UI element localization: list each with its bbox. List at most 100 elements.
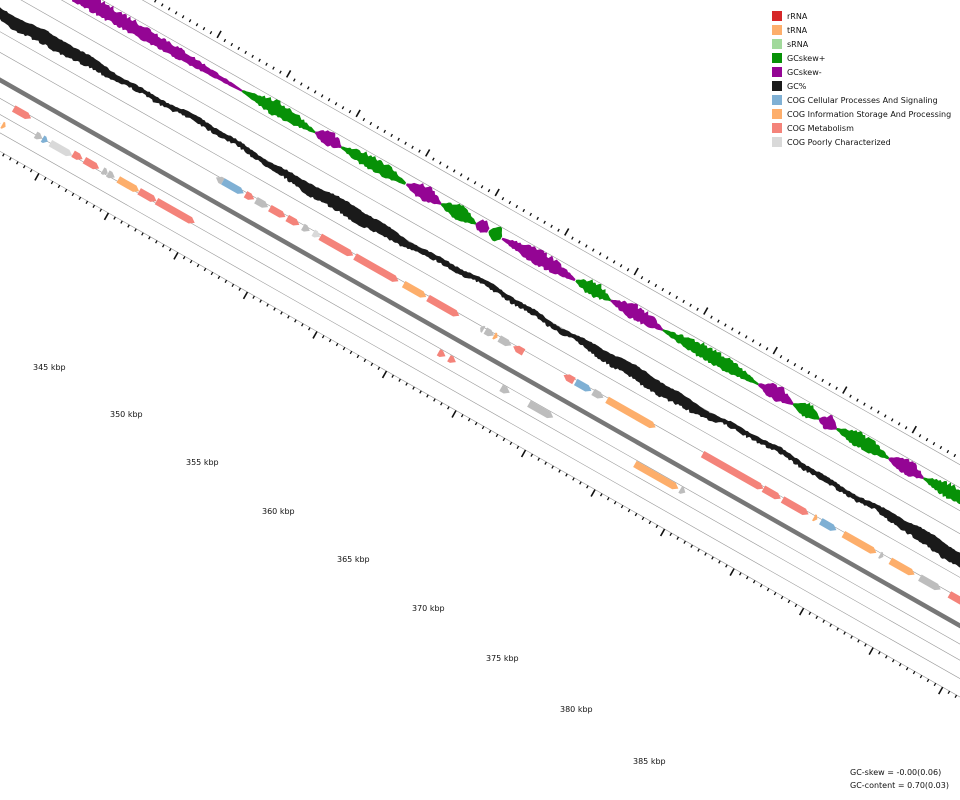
gc-skew-segment <box>475 219 490 233</box>
outer-tick <box>398 378 401 382</box>
outer-tick <box>447 406 450 410</box>
scale-tick <box>362 117 366 122</box>
scale-tick <box>313 90 317 94</box>
scale-tick <box>668 291 672 296</box>
outer-tick <box>196 263 200 268</box>
scale-tick <box>647 279 651 284</box>
outer-tick <box>370 362 374 367</box>
scale-tick <box>842 386 848 394</box>
outer-tick <box>134 228 137 232</box>
scale-tick <box>946 449 950 454</box>
gc-skew-segment <box>888 457 924 480</box>
scale-tick <box>230 42 234 47</box>
outer-tick <box>287 315 290 319</box>
gene-arrow <box>0 121 6 129</box>
outer-tick <box>926 678 930 683</box>
outer-tick <box>938 686 944 695</box>
outer-tick <box>815 615 819 619</box>
outer-tick <box>488 429 492 434</box>
scale-tick <box>786 358 790 363</box>
gene-arrow <box>812 514 818 522</box>
outer-tick <box>294 319 297 323</box>
outer-tick <box>725 564 728 568</box>
outer-tick <box>50 180 54 185</box>
gene-arrow <box>700 450 764 490</box>
scale-tick <box>390 133 393 137</box>
legend: rRNA tRNA sRNA GCskew+ GCskew- GC% COG C… <box>772 9 951 149</box>
gene-arrow <box>633 460 679 490</box>
gene-arrow <box>40 135 48 143</box>
scale-tick <box>751 339 755 343</box>
gene-arrow <box>116 176 140 192</box>
outer-tick <box>43 177 47 181</box>
outer-tick <box>426 394 429 398</box>
scale-tick <box>633 267 639 276</box>
outer-tick <box>572 477 575 481</box>
scale-tick <box>877 410 880 414</box>
gc-content-band <box>0 7 960 568</box>
outer-tick <box>2 153 5 157</box>
outer-tick <box>718 560 721 564</box>
outer-tick <box>474 422 478 426</box>
scale-tick <box>320 94 324 98</box>
legend-item-trna: tRNA <box>772 23 951 37</box>
gene-arrow <box>780 496 809 516</box>
gene-arrow <box>353 253 399 282</box>
gene-arrow <box>878 551 884 559</box>
scale-tick <box>439 161 442 165</box>
scale-tick <box>515 204 519 209</box>
gene-arrow <box>268 204 286 218</box>
legend-label: GCskew+ <box>787 53 826 63</box>
legend-item-gcskew-neg: GCskew- <box>772 65 951 79</box>
legend-label: rRNA <box>787 11 808 21</box>
gc-skew-stat: GC-skew = -0.00(0.06) <box>850 768 942 777</box>
outer-tick <box>120 220 123 224</box>
outer-tick <box>606 497 610 501</box>
scale-tick <box>682 299 685 303</box>
scale-tick <box>598 252 602 256</box>
gene-arrow <box>100 167 108 175</box>
outer-tick <box>71 192 75 197</box>
gene-arrow <box>106 170 115 179</box>
gc-skew-segment <box>72 0 243 92</box>
gene-arrow <box>71 150 83 160</box>
legend-item-cog-information: COG Information Storage And Processing <box>772 107 951 121</box>
outer-tick <box>148 236 151 240</box>
scale-label: 385 kbp <box>633 757 666 766</box>
gene-arrow <box>426 294 460 317</box>
gene-arrow <box>221 178 244 194</box>
scale-tick <box>543 220 546 224</box>
outer-tick <box>356 354 360 359</box>
scale-tick <box>501 196 505 201</box>
outer-tick <box>690 544 693 548</box>
legend-item-cog-poorly: COG Poorly Characterized <box>772 135 951 149</box>
outer-tick <box>34 173 40 181</box>
outer-tick <box>203 267 207 272</box>
scale-tick <box>237 46 241 51</box>
outer-tick <box>620 505 624 509</box>
scale-tick <box>432 157 435 161</box>
scale-tick <box>619 264 623 268</box>
gc-skew-segment <box>610 299 664 331</box>
outer-tick <box>217 275 221 280</box>
scale-tick <box>195 23 199 27</box>
outer-tick <box>321 335 325 339</box>
track-guide-line <box>141 0 960 466</box>
legend-item-cog-metabolism: COG Metabolism <box>772 121 951 135</box>
outer-tick <box>57 184 61 189</box>
outer-tick <box>113 216 116 220</box>
scale-tick <box>487 189 491 193</box>
outer-tick <box>238 287 242 291</box>
outer-tick <box>301 323 304 327</box>
scale-tick <box>703 307 709 315</box>
gene-arrow <box>591 388 604 399</box>
gene-arrow <box>480 325 486 333</box>
gene-arrow <box>483 327 495 337</box>
scale-label: 345 kbp <box>33 363 66 372</box>
outer-tick <box>127 224 130 228</box>
legend-item-rrna: rRNA <box>772 9 951 23</box>
scale-tick <box>856 398 859 402</box>
scale-tick <box>334 102 338 106</box>
outer-tick <box>440 402 443 406</box>
outer-tick <box>155 240 158 244</box>
